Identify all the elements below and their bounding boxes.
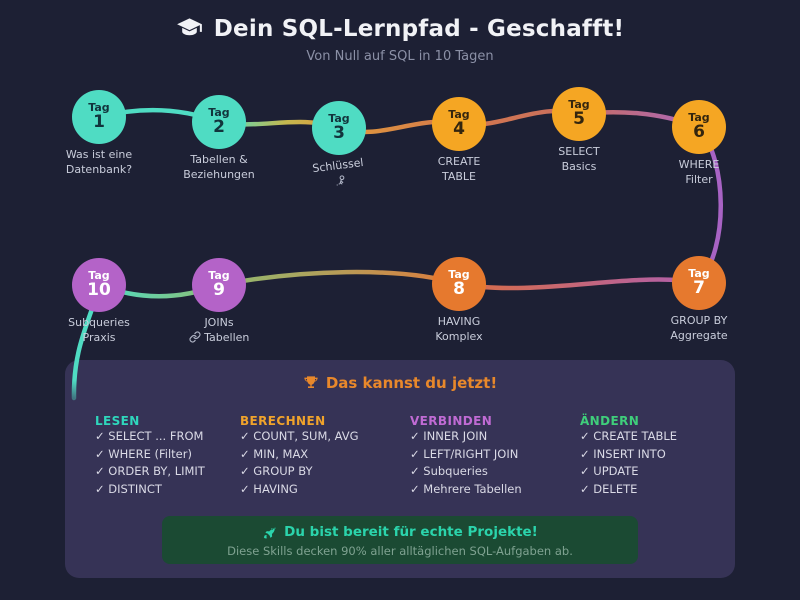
milestone-node-tag-10: Tag 10	[72, 258, 126, 312]
milestone-node-tag-1: Tag 1	[72, 90, 126, 144]
node-label-tag-10: Subqueries Praxis	[68, 316, 130, 344]
skill-item: ✓ INNER JOIN	[410, 429, 488, 443]
milestone-node-tag-4: Tag 4	[432, 97, 486, 151]
graduation-cap-icon	[176, 18, 202, 36]
skill-column-header: VERBINDEN	[410, 414, 493, 428]
node-day-number: 9	[213, 279, 225, 300]
node-label-tag-1: Was ist eine Datenbank?	[65, 148, 133, 176]
skill-column-header: LESEN	[95, 414, 140, 428]
skill-column-header: BERECHNEN	[240, 414, 326, 428]
skill-column-lesen: LESEN ✓ SELECT ... FROM ✓ WHERE (Filter) ✓ …	[95, 414, 205, 498]
milestone-node-tag-6: Tag 6	[672, 100, 726, 154]
skill-item: ✓ MIN, MAX	[240, 446, 309, 461]
skill-column-ändern: ÄNDERN ✓ CREATE TABLE ✓ INSERT INTO ✓ UPDAT…	[580, 414, 677, 498]
milestone-node-tag-2: Tag 2	[192, 95, 246, 149]
key-icon	[336, 174, 344, 186]
skill-item: ✓ CREATE TABLE	[580, 429, 678, 443]
link-icon	[189, 331, 201, 342]
node-label-tag-4: CREATE TABLE	[437, 155, 481, 183]
node-day-number: 3	[333, 122, 345, 143]
node-label-tag-9: JOINs Tabellen	[164, 316, 274, 345]
skill-item: ✓ ORDER BY, LIMIT	[95, 464, 205, 478]
milestone-node-tag-3: Tag 3	[312, 101, 366, 155]
skill-item: ✓ Subqueries	[410, 464, 488, 478]
node-tag-word: Tag	[568, 98, 590, 112]
milestone-node-tag-7: Tag 7	[672, 256, 726, 310]
rocket-icon	[264, 526, 277, 538]
skill-item: ✓ UPDATE	[580, 464, 639, 478]
skill-item: ✓ DISTINCT	[95, 481, 162, 496]
node-day-number: 10	[87, 279, 111, 300]
node-label-tag-8: HAVING Komplex	[435, 315, 483, 343]
ready-banner-subtitle: Diese Skills decken 90% aller alltäglich…	[227, 544, 573, 558]
skill-column-header: ÄNDERN	[580, 414, 640, 428]
node-label-tag-7: GROUP BY Aggregate	[670, 314, 728, 342]
node-day-number: 4	[453, 118, 465, 139]
skill-column-verbinden: VERBINDEN ✓ INNER JOIN ✓ LEFT/RIGHT JOIN ✓ …	[410, 414, 522, 498]
skill-item: ✓ INSERT INTO	[580, 446, 666, 461]
trophy-icon	[304, 376, 318, 388]
node-day-number: 8	[453, 278, 465, 299]
summary-card-title: Das kannst du jetzt!	[65, 374, 735, 392]
ready-banner-title: Du bist bereit für echte Projekte!	[162, 524, 638, 540]
node-tag-word: Tag	[328, 112, 350, 126]
skill-item: ✓ GROUP BY	[240, 464, 313, 478]
page-title: Dein SQL-Lernpfad - Geschafft!	[213, 15, 625, 42]
node-label-tag-2: Tabellen & Beziehungen	[183, 153, 255, 181]
skill-column-berechnen: BERECHNEN ✓ COUNT, SUM, AVG ✓ MIN, MAX ✓ GR…	[240, 414, 359, 498]
skill-item: ✓ LEFT/RIGHT JOIN	[410, 446, 519, 461]
summary-card: Das kannst du jetzt! LESEN ✓ SELECT ... F…	[65, 360, 735, 578]
milestone-node-tag-8: Tag 8	[432, 257, 486, 311]
node-day-number: 7	[693, 277, 705, 298]
node-tag-word: Tag	[88, 269, 110, 283]
node-label-tag-6: WHERE Filter	[678, 158, 720, 186]
node-tag-word: Tag	[88, 101, 110, 115]
skill-item: ✓ WHERE (Filter)	[95, 446, 192, 461]
page-subtitle: Von Null auf SQL in 10 Tagen	[306, 49, 494, 64]
milestone-node-tag-9: Tag 9	[192, 258, 246, 312]
node-day-number: 6	[693, 121, 705, 142]
node-label-tag-5: SELECT Basics	[558, 145, 600, 173]
skill-item: ✓ COUNT, SUM, AVG	[240, 429, 359, 443]
ready-banner-text: Du bist bereit für echte Projekte!	[284, 524, 538, 540]
node-day-number: 1	[93, 111, 105, 132]
node-day-number: 5	[573, 108, 585, 129]
summary-title-text: Das kannst du jetzt!	[325, 374, 498, 392]
ready-banner: Du bist bereit für echte Projekte! Diese…	[162, 516, 638, 564]
node-day-number: 2	[213, 116, 225, 137]
skill-item: ✓ SELECT ... FROM	[95, 429, 204, 443]
milestone-node-tag-5: Tag 5	[552, 87, 606, 141]
skill-item: ✓ Mehrere Tabellen	[410, 481, 522, 496]
skill-item: ✓ DELETE	[580, 481, 638, 496]
page-header: Dein SQL-Lernpfad - Geschafft! Von Null …	[0, 0, 800, 64]
skill-item: ✓ HAVING	[240, 481, 298, 496]
node-label-tag-3: Schlüssel	[283, 152, 396, 195]
